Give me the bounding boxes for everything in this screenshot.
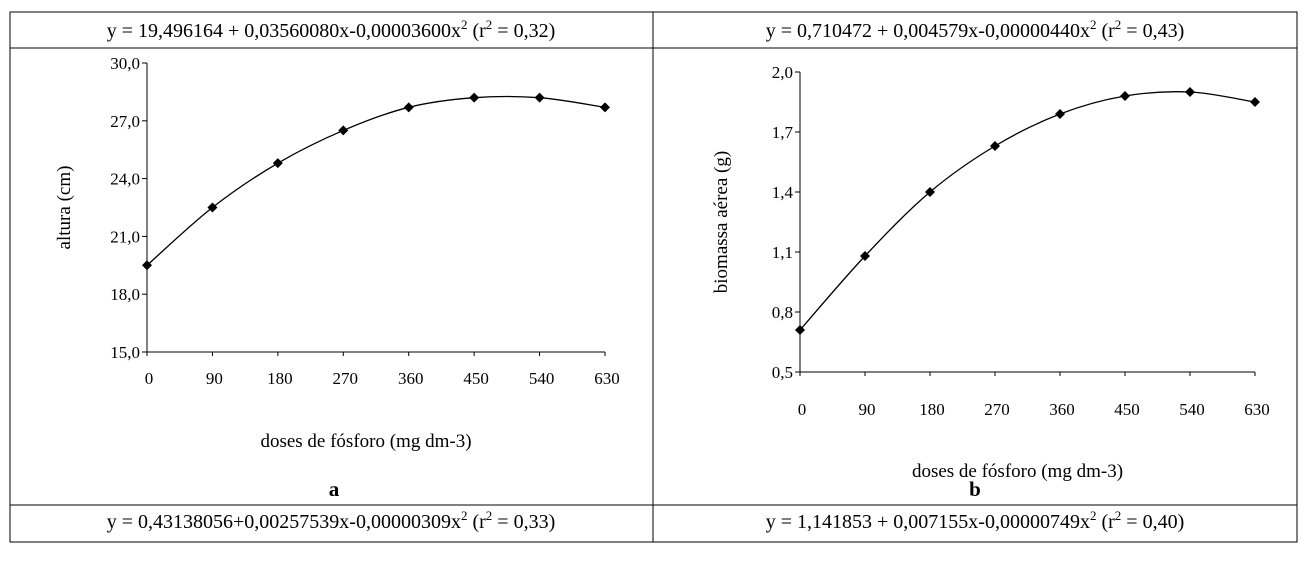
superscript: 2 — [486, 17, 493, 32]
point-marker — [142, 260, 152, 271]
point-marker — [338, 125, 349, 136]
equation-part: (r — [467, 20, 486, 42]
equation: y = 1,141853 + 0,007155x-0,00000749x2 (r… — [766, 508, 1185, 533]
point-marker — [469, 92, 480, 103]
point-marker — [534, 92, 545, 103]
y-tick-label: 30,0 — [110, 54, 140, 73]
equation-part: y = 0,43138056+0,00257539x-0,00000309x — [107, 511, 461, 533]
point-marker — [1055, 109, 1065, 119]
x-tick-label: 90 — [206, 369, 223, 388]
x-tick-label: 540 — [1179, 400, 1205, 419]
equation-part: (r — [467, 511, 486, 533]
equation-part: = 0,32) — [492, 20, 555, 42]
x-tick-label: 630 — [1244, 400, 1270, 419]
equation-part: y = 19,496164 + 0,03560080x-0,00003600x — [107, 20, 461, 42]
series-line — [146, 95, 606, 266]
x-axis-label: doses de fósforo (mg dm-3) — [260, 431, 471, 452]
y-tick-label: 15,0 — [110, 343, 140, 362]
equation-part: = 0,43) — [1121, 20, 1184, 42]
point-marker — [990, 141, 1000, 151]
equation-part: = 0,40) — [1121, 511, 1184, 533]
superscript: 2 — [1115, 508, 1122, 523]
superscript: 2 — [1115, 17, 1122, 32]
point-marker — [1185, 87, 1195, 97]
y-axis-label: biomassa aérea (g) — [711, 151, 732, 293]
y-tick-label: 18,0 — [110, 285, 140, 304]
superscript: 2 — [486, 508, 493, 523]
equation-part: (r — [1096, 511, 1115, 533]
y-tick-label: 0,5 — [772, 363, 793, 382]
point-marker — [600, 102, 610, 113]
x-tick-label: 360 — [1049, 400, 1075, 419]
table-rules — [9, 11, 1298, 543]
x-tick-label: 540 — [529, 369, 555, 388]
y-tick-label: 27,0 — [110, 112, 140, 131]
point-marker — [925, 187, 935, 197]
equation-part: y = 0,710472 + 0,004579x-0,00000440x — [766, 20, 1090, 42]
y-tick-label: 0,8 — [772, 303, 793, 322]
point-marker — [795, 325, 805, 335]
y-tick-label: 24,0 — [110, 170, 140, 189]
equation-part: (r — [1096, 20, 1115, 42]
x-tick-label: 360 — [398, 369, 424, 388]
point-marker — [1120, 91, 1130, 101]
x-tick-label: 180 — [267, 369, 293, 388]
superscript: 2 — [461, 17, 468, 32]
equation: y = 0,710472 + 0,004579x-0,00000440x2 (r… — [766, 17, 1185, 42]
panel-label: a — [329, 477, 340, 501]
point-marker — [272, 158, 283, 169]
point-marker — [207, 202, 218, 213]
series-line — [799, 91, 1256, 331]
y-tick-label: 1,1 — [772, 243, 793, 262]
point-marker — [860, 251, 870, 261]
point-marker — [403, 102, 414, 113]
equation: y = 0,43138056+0,00257539x-0,00000309x2 … — [107, 508, 556, 533]
x-tick-label: 270 — [333, 369, 359, 388]
y-axis-label: altura (cm) — [54, 166, 75, 250]
equation-part: y = 1,141853 + 0,007155x-0,00000749x — [766, 511, 1090, 533]
x-tick-label: 270 — [984, 400, 1010, 419]
equation-part: = 0,33) — [492, 511, 555, 533]
x-axis-label: doses de fósforo (mg dm-3) — [912, 461, 1123, 482]
x-tick-label: 450 — [1114, 400, 1140, 419]
panel-label: b — [969, 477, 981, 501]
x-tick-label: 0 — [798, 400, 807, 419]
x-tick-label: 450 — [463, 369, 489, 388]
superscript: 2 — [1090, 508, 1097, 523]
x-tick-label: 180 — [919, 400, 945, 419]
x-tick-label: 630 — [594, 369, 620, 388]
y-tick-label: 2,0 — [772, 63, 793, 82]
x-tick-label: 0 — [145, 369, 154, 388]
y-tick-label: 1,7 — [772, 123, 794, 142]
x-tick-label: 90 — [859, 400, 876, 419]
superscript: 2 — [1090, 17, 1097, 32]
y-tick-label: 21,0 — [110, 227, 140, 246]
equation: y = 19,496164 + 0,03560080x-0,00003600x2… — [107, 17, 556, 42]
superscript: 2 — [461, 508, 468, 523]
y-tick-label: 1,4 — [772, 183, 794, 202]
point-marker — [1250, 97, 1260, 107]
